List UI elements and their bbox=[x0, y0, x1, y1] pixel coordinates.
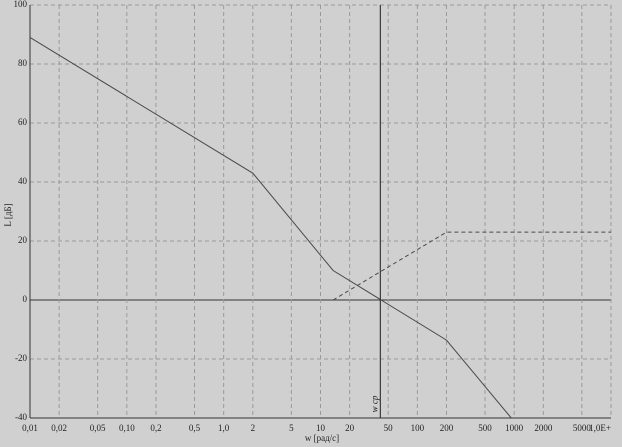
y-tick-label: 60 bbox=[18, 117, 28, 127]
series-line bbox=[332, 231, 611, 301]
y-tick-label: 20 bbox=[18, 235, 28, 245]
x-tick-label: 0,5 bbox=[189, 423, 201, 433]
y-tick-label: 40 bbox=[18, 176, 28, 186]
x-axis-label: w [рад/с] bbox=[305, 433, 339, 443]
x-tick-label: 1000 bbox=[505, 423, 524, 433]
crossover-label: w cp bbox=[369, 395, 379, 412]
y-tick-label: 100 bbox=[14, 0, 28, 9]
x-tick-label: 100 bbox=[411, 423, 425, 433]
y-tick-label: 0 bbox=[23, 294, 28, 304]
y-tick-label: -40 bbox=[15, 412, 27, 422]
x-tick-label: 0,2 bbox=[150, 423, 161, 433]
x-tick-label: 0,02 bbox=[51, 423, 67, 433]
x-tick-label: 5000 bbox=[573, 423, 592, 433]
x-tick-label: 5 bbox=[289, 423, 294, 433]
x-tick-label: 20 bbox=[345, 423, 355, 433]
x-tick-label: 1,0 bbox=[218, 423, 230, 433]
x-tick-label: 2 bbox=[251, 423, 256, 433]
series-line bbox=[29, 37, 512, 419]
x-tick-label: 50 bbox=[384, 423, 394, 433]
x-tick-label: 0,01 bbox=[22, 423, 38, 433]
x-tick-label: 0,10 bbox=[119, 423, 135, 433]
x-tick-label: 500 bbox=[478, 423, 492, 433]
x-tick-label: 200 bbox=[440, 423, 454, 433]
y-tick-label: -20 bbox=[15, 353, 27, 363]
y-axis-label: L [дБ] bbox=[3, 203, 13, 226]
y-tick-label: 80 bbox=[18, 58, 28, 68]
x-tick-label: 1,0E+ bbox=[589, 423, 611, 433]
x-tick-label: 0,05 bbox=[90, 423, 106, 433]
x-tick-label: 2000 bbox=[534, 423, 553, 433]
x-tick-label: 10 bbox=[316, 423, 326, 433]
